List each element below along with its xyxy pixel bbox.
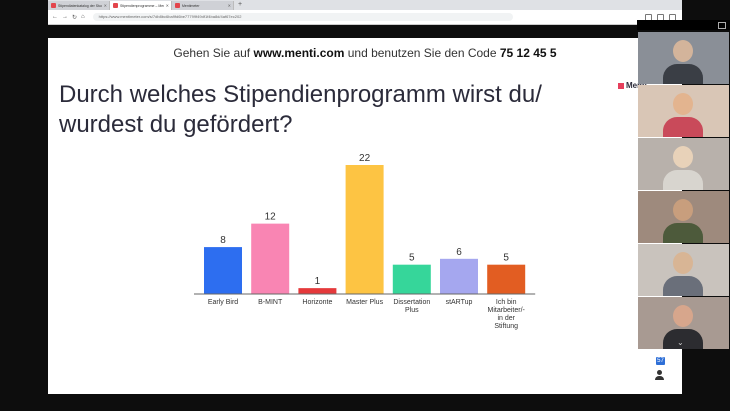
category-label-7: Ich bin Mitarbeiter/-in der Stiftung [488,299,526,330]
user-icon-body [655,376,664,380]
bar-1 [204,247,242,294]
mentimeter-logo: Menti [618,81,647,90]
reload-icon[interactable]: ↻ [72,14,78,21]
back-icon[interactable]: ← [52,14,58,20]
data-label-6: 6 [456,247,462,258]
data-label-7: 5 [503,253,509,264]
category-label-1: Early Bird [208,299,238,306]
participant-face [673,252,693,274]
instruction-prefix: Gehen Sie auf [173,46,254,60]
participants-button[interactable] [651,366,669,384]
participant-face [673,305,693,327]
address-bar[interactable]: https://www.mentimeter.com/s/7db8bc6ba9f… [92,13,513,21]
webcam-panel-header [637,20,730,30]
join-instruction: Gehen Sie auf www.menti.com und benutzen… [48,46,682,60]
tab-bar: Stipendiatenkatalog der Studienstiftung … [48,0,682,10]
new-tab-button[interactable]: + [238,1,243,8]
chevron-down-icon[interactable]: ⌄ [677,338,684,347]
browser-toolbar: ← → ↻ ⌂ https://www.mentimeter.com/s/7db… [48,10,682,25]
participant-face [673,93,693,115]
user-icon [657,370,662,375]
bar-6 [440,258,478,294]
data-label-5: 5 [409,253,415,264]
participant-body [663,170,703,190]
participant-body [663,276,703,296]
data-label-1: 8 [220,235,226,246]
webcam-tile-3[interactable] [638,138,729,190]
participant-face [673,146,693,168]
forward-icon[interactable]: → [62,14,68,20]
tab-label: Mentimeter [182,3,200,8]
webcam-tile-1[interactable] [638,32,729,84]
browser-tab-stipendiatenkatalog[interactable]: Stipendiatenkatalog der Studienstiftung … [48,1,110,10]
bar-2 [251,223,290,294]
webcam-panel: ⌄ [637,20,730,350]
category-label-3: Horizonte [302,299,332,306]
data-label-2: 12 [265,212,277,223]
bar-7 [487,264,526,294]
presentation-slide: Gehen Sie auf www.menti.com und benutzen… [48,38,682,394]
instruction-code: 75 12 45 5 [499,46,557,60]
view-toggle-icon[interactable] [718,22,726,29]
tab-label: Stipendiatenkatalog der Studienstiftung [58,3,102,8]
webcam-tile-5[interactable] [638,244,729,296]
question-line-1: Durch welches Stipendienprogramm wirst d… [59,81,542,108]
bar-5 [392,264,431,294]
bar-3 [298,288,337,294]
participant-face [673,199,693,221]
browser-tab-mentimeter[interactable]: Mentimeter ✕ [172,1,234,10]
close-icon[interactable]: ✕ [227,3,231,8]
webcam-tile-2[interactable] [638,85,729,137]
home-icon[interactable]: ⌂ [81,14,85,20]
bar-chart: 8 Early Bird 12 B-MINT 1 Horizonte 22 Master Pl… [194,153,536,330]
browser-window: Stipendiatenkatalog der Studienstiftung … [48,0,682,25]
favicon-icon [113,3,118,8]
question-line-2: wurdest du gefördert? [59,111,293,138]
participant-body [663,223,703,243]
participant-face [673,40,693,62]
data-label-3: 1 [315,276,321,287]
participant-body [663,64,703,84]
category-label-5: Dissertation Plus [393,299,430,314]
webcam-tile-4[interactable] [638,191,729,243]
question-title: Durch welches Stipendienprogramm wirst d… [59,80,579,140]
instruction-site: www.menti.com [253,46,345,60]
close-icon[interactable]: ✕ [103,3,107,8]
participant-body [663,329,703,349]
participant-count-badge: 57 [656,357,665,365]
data-label-4: 22 [359,153,371,164]
tab-label: Stipendienprogramme – Mentimeter [120,3,164,8]
close-icon[interactable]: ✕ [165,3,169,8]
category-label-6: stARTup [446,299,473,306]
category-label-4: Master Plus [346,299,383,306]
participant-body [663,117,703,137]
instruction-middle: und benutzen Sie den Code [344,46,500,60]
favicon-icon [175,3,180,8]
favicon-icon [51,3,56,8]
bar-4 [345,165,384,294]
logo-icon [618,83,624,89]
browser-tab-mentimeter-active[interactable]: Stipendienprogramme – Mentimeter ✕ [110,1,172,10]
webcam-tile-6[interactable] [638,297,729,349]
category-label-2: B-MINT [258,299,283,306]
logo-text: Menti [626,81,647,90]
